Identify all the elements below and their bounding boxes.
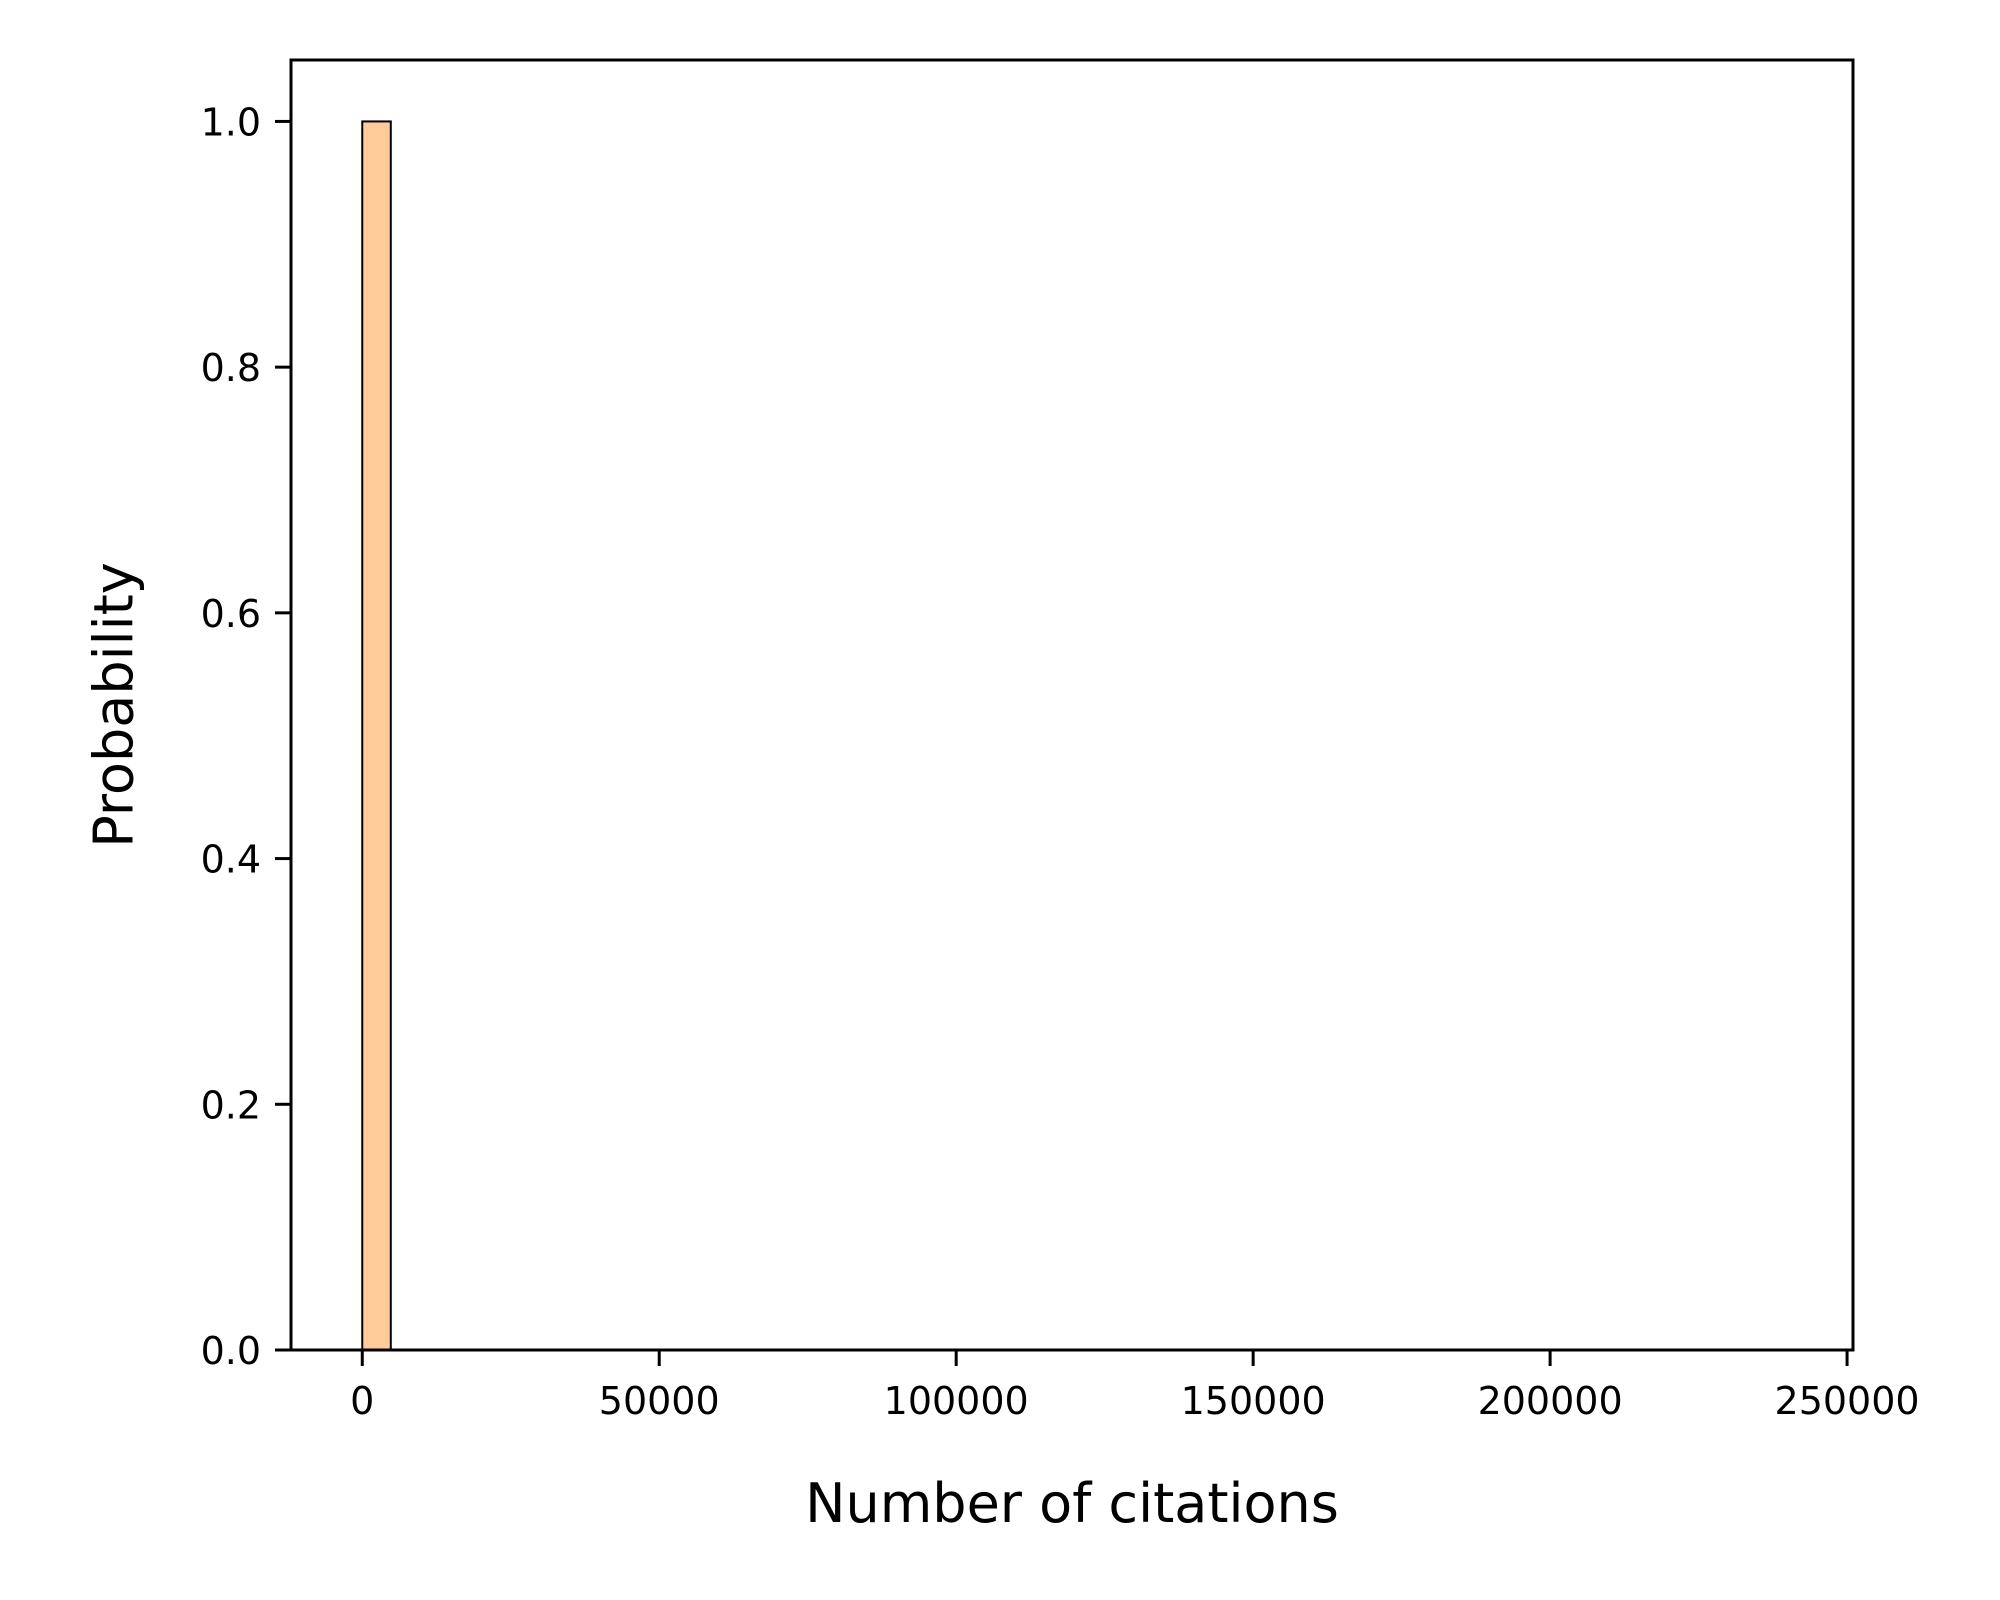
y-tick-label: 1.0 [201,100,261,144]
y-tick-label: 0.4 [201,838,261,882]
axes-frame [289,58,1855,1352]
y-tick-label: 0.8 [201,346,261,390]
plot-area [289,58,1855,1352]
y-axis-label: Probability [83,562,146,847]
y-tick-label: 0.6 [201,592,261,636]
x-tick-label: 0 [350,1379,374,1423]
y-tick-label: 0.0 [201,1329,261,1373]
x-axis-label: Number of citations [805,1472,1339,1535]
histogram-bar [361,120,392,1351]
y-axis: 0.0 0.2 0.4 0.6 0.8 1.0 [201,100,291,1373]
histogram-bars [361,120,392,1351]
y-tick-label: 0.2 [201,1083,261,1127]
x-axis: 0 50000 100000 150000 200000 250000 [350,1350,1920,1423]
x-tick-label: 50000 [599,1379,720,1423]
x-tick-label: 100000 [884,1379,1029,1423]
x-tick-label: 200000 [1478,1379,1623,1423]
x-tick-label: 250000 [1775,1379,1920,1423]
x-tick-label: 150000 [1181,1379,1326,1423]
